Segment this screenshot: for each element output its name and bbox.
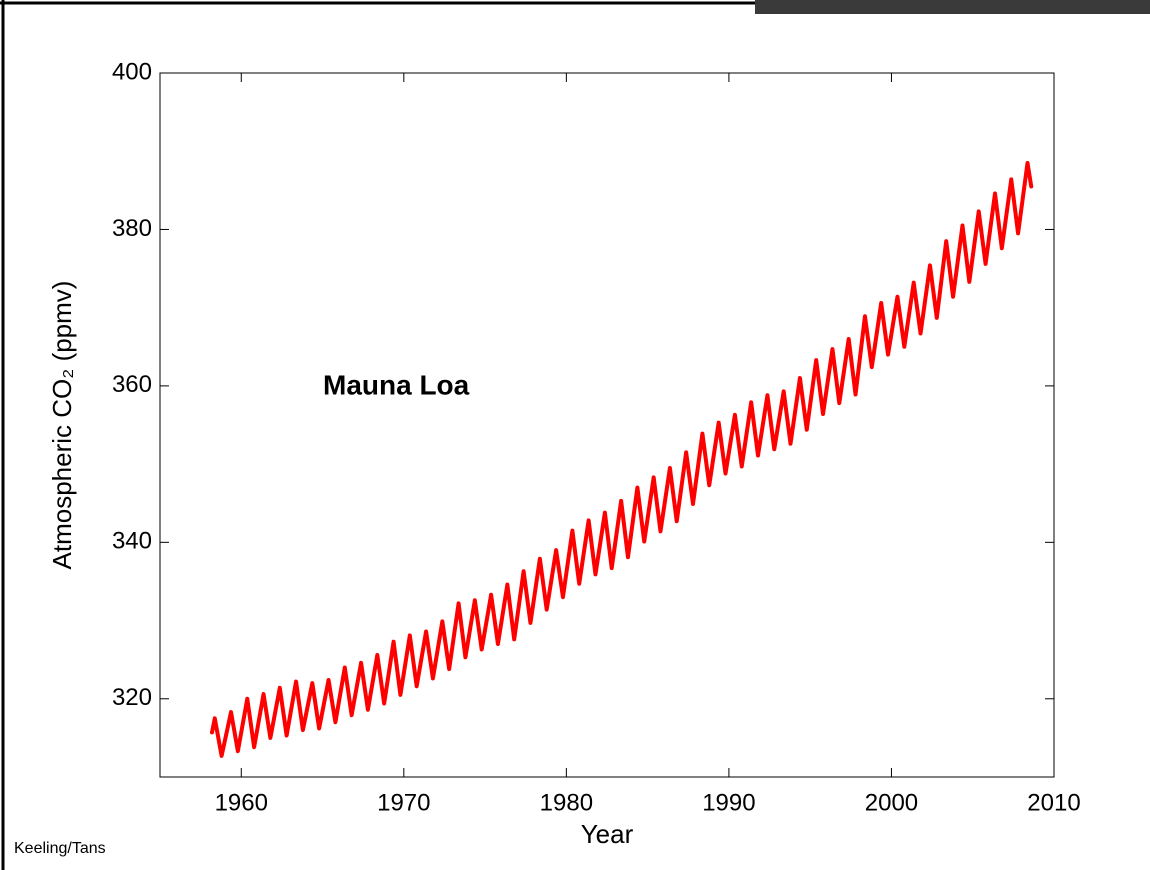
x-tick-label: 1990 <box>702 789 755 816</box>
y-tick-label: 360 <box>112 371 152 398</box>
x-tick-label: 1970 <box>377 789 430 816</box>
x-tick-label: 2010 <box>1027 789 1080 816</box>
x-tick-label: 1960 <box>215 789 268 816</box>
y-tick-label: 340 <box>112 528 152 555</box>
x-tick-label: 2000 <box>865 789 918 816</box>
chart: Mauna Loa Year Atmospheric CO₂ (ppmv) Ke… <box>0 0 1150 870</box>
y-tick-label: 320 <box>112 684 152 711</box>
y-tick-label: 400 <box>112 58 152 85</box>
y-axis-label: Atmospheric CO₂ (ppmv) <box>47 281 77 570</box>
x-axis-label: Year <box>581 819 634 849</box>
x-tick-label: 1980 <box>540 789 593 816</box>
photo-fragment <box>755 0 1150 14</box>
credit: Keeling/Tans <box>14 840 106 857</box>
y-tick-label: 380 <box>112 215 152 242</box>
annotation: Mauna Loa <box>323 369 470 400</box>
background <box>0 0 1150 870</box>
